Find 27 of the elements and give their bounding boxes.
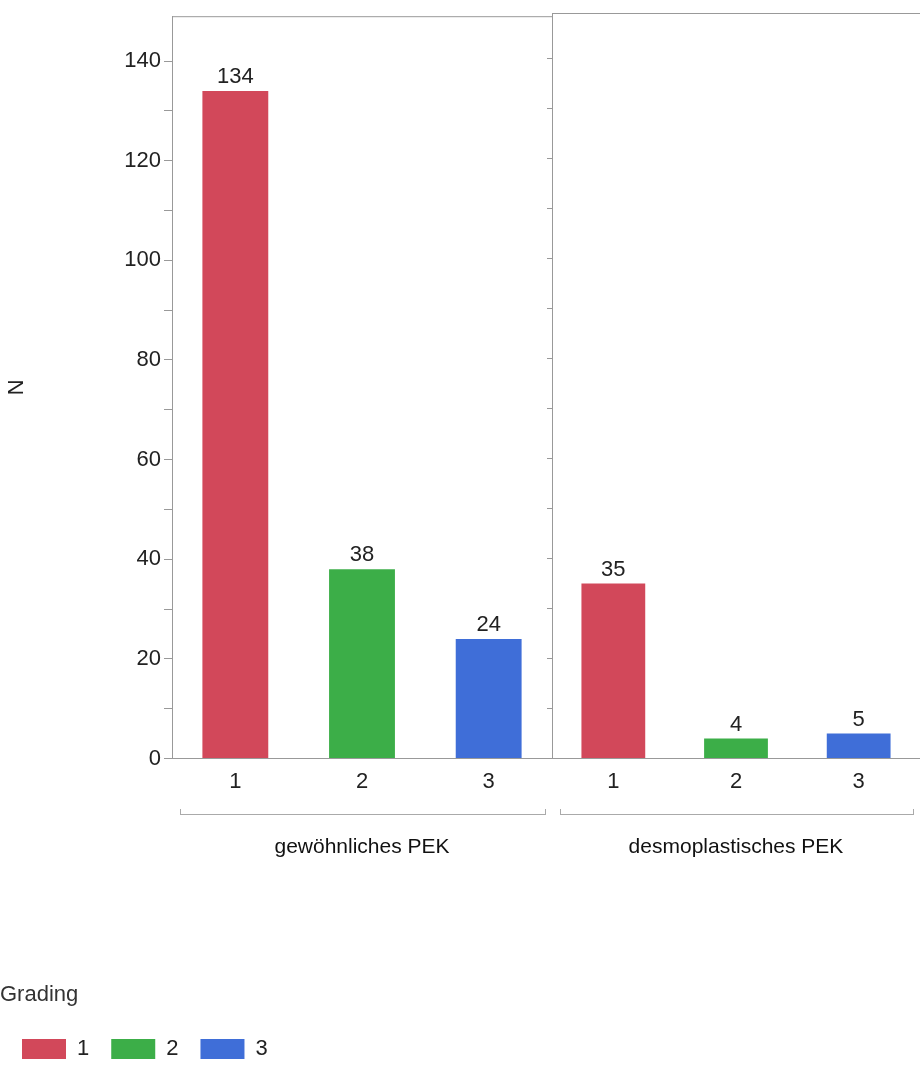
data-label: 38 — [349, 541, 375, 567]
legend-label: 3 — [255, 1035, 268, 1061]
legend-title: Grading — [0, 980, 79, 1006]
x-tick-label: 1 — [607, 767, 620, 793]
x-axis-title: gewöhnliches PEK — [274, 833, 450, 857]
y-tick-label: 0 — [148, 744, 161, 770]
legend-label: 2 — [166, 1035, 179, 1061]
y-tick-label: 80 — [136, 346, 161, 372]
x-tick-label: 2 — [355, 767, 369, 793]
x-tick-label: 1 — [229, 767, 242, 793]
y-tick-label: 60 — [136, 445, 161, 471]
y-tick-label: 140 — [124, 47, 161, 73]
x-axis-title: desmoplastisches PEK — [628, 833, 844, 857]
y-tick-label: 100 — [124, 246, 161, 272]
y-axis-title: N — [3, 379, 29, 396]
data-label: 4 — [729, 710, 743, 736]
legend-label: 1 — [77, 1035, 90, 1061]
data-label: 134 — [216, 63, 254, 88]
y-tick-label: 40 — [136, 545, 161, 571]
x-tick-label: 3 — [852, 767, 865, 793]
x-tick-label: 3 — [482, 767, 495, 793]
x-tick-label: 2 — [729, 767, 743, 793]
data-label: 5 — [852, 705, 865, 731]
data-label: 35 — [601, 555, 626, 581]
data-label: 24 — [476, 611, 501, 637]
y-tick-label: 120 — [124, 146, 161, 172]
y-tick-label: 20 — [136, 645, 161, 671]
